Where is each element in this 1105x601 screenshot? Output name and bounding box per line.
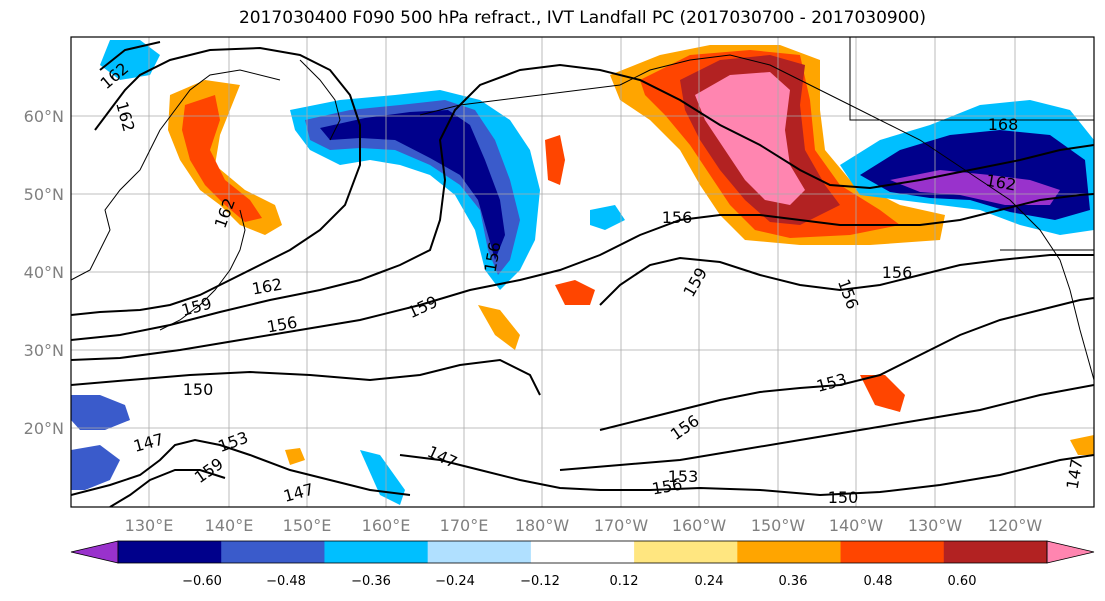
contour-label: 156 xyxy=(662,208,693,227)
contour-line xyxy=(99,41,161,71)
warm-anomaly-region xyxy=(182,95,262,222)
shading-layer xyxy=(71,40,1094,505)
colorbar-tick-label: −0.24 xyxy=(435,574,475,589)
contour-label: 156 xyxy=(882,263,913,282)
lon-label: 160°W xyxy=(672,516,727,535)
colorbar-segment xyxy=(840,541,945,563)
aleutian-coastline xyxy=(419,84,621,116)
lon-label: 160°E xyxy=(362,516,411,535)
cold-anomaly-region xyxy=(360,450,405,505)
colorbar-segment xyxy=(427,541,532,563)
lon-label: 130°W xyxy=(908,516,963,535)
lon-label: 180°W xyxy=(515,516,570,535)
colorbar-segment xyxy=(530,541,635,563)
colorbar-tick-label: −0.48 xyxy=(266,574,306,589)
lat-label: 60°N xyxy=(24,107,64,126)
colorbar-outline xyxy=(117,540,1048,564)
colorbar-segments xyxy=(118,541,1048,563)
map-frame xyxy=(70,36,1095,508)
contour-line xyxy=(71,438,411,496)
colorbar-segment xyxy=(221,541,325,563)
lat-label: 30°N xyxy=(24,341,64,360)
warm-anomaly-region xyxy=(860,375,905,412)
cold-anomaly-region xyxy=(71,445,120,490)
colorbar: −0.60 −0.48 −0.36 −0.24 −0.12 0.12 0.24 … xyxy=(70,540,1095,589)
colorbar-tick-label: −0.36 xyxy=(351,574,391,589)
colorbar-segment xyxy=(943,541,1048,563)
colorbar-tick-label: −0.60 xyxy=(182,574,222,589)
colorbar-tick-label: 0.36 xyxy=(779,574,808,589)
contour-label: 150 xyxy=(828,488,859,507)
colorbar-low-arrow xyxy=(70,540,119,564)
lon-label: 140°E xyxy=(205,516,254,535)
cold-anomaly-region xyxy=(890,170,1060,205)
colorbar-tick-label: 0.12 xyxy=(610,574,639,589)
colorbar-tick-label: 0.24 xyxy=(695,574,724,589)
colorbar-tick-labels: −0.60 −0.48 −0.36 −0.24 −0.12 0.12 0.24 … xyxy=(182,574,976,589)
lon-label: 140°W xyxy=(829,516,884,535)
lon-label: 150°W xyxy=(751,516,806,535)
colorbar-high-arrow xyxy=(1046,540,1095,564)
lat-label: 50°N xyxy=(24,185,64,204)
lat-label: 20°N xyxy=(24,419,64,438)
lon-label: 170°E xyxy=(440,516,489,535)
colorbar-tick-label: 0.60 xyxy=(948,574,977,589)
warm-anomaly-region xyxy=(545,135,565,185)
asia-coastline xyxy=(71,69,281,281)
lon-label: 130°E xyxy=(125,516,174,535)
cold-anomaly-region xyxy=(320,110,505,260)
contour-line xyxy=(559,384,1094,471)
alaska-coastline xyxy=(619,54,1094,381)
warm-anomaly-region xyxy=(478,305,520,350)
colorbar-segment xyxy=(118,541,222,563)
colorbar-segment xyxy=(324,541,429,563)
warm-anomaly-region xyxy=(285,448,305,465)
height-contours xyxy=(71,41,1094,507)
lon-label: 120°W xyxy=(988,516,1043,535)
cold-anomaly-region xyxy=(590,205,625,230)
cold-anomaly-region xyxy=(100,40,160,80)
kamchatka-coastline xyxy=(299,59,341,141)
contour-label: 168 xyxy=(988,115,1019,134)
map-title: 2017030400 F090 500 hPa refract., IVT La… xyxy=(238,8,926,28)
contour-line xyxy=(109,469,226,507)
warm-anomaly-region xyxy=(555,280,595,305)
contour-line xyxy=(399,454,1094,497)
colorbar-segment xyxy=(737,541,842,563)
graticule xyxy=(71,37,1094,507)
lat-label: 40°N xyxy=(24,263,64,282)
contour-line xyxy=(71,358,541,396)
warm-anomaly-region xyxy=(695,72,805,205)
contour-line xyxy=(71,46,361,316)
longitude-labels: 130°E 140°E 150°E 160°E 170°E 180°W 170°… xyxy=(125,516,1043,535)
contour-line xyxy=(599,297,1094,431)
colorbar-tick-label: −0.12 xyxy=(520,574,560,589)
contour-line xyxy=(599,254,1094,306)
west-canada-coastline xyxy=(849,37,1094,121)
warm-anomaly-region xyxy=(1070,435,1094,455)
contour-line xyxy=(71,63,1094,341)
colorbar-segment xyxy=(634,541,738,563)
lon-label: 150°E xyxy=(283,516,332,535)
colorbar-tick-label: 0.48 xyxy=(864,574,893,589)
contour-label: 153 xyxy=(668,467,699,486)
japan-coastline xyxy=(159,209,246,331)
cold-anomaly-region xyxy=(71,395,130,430)
lon-label: 170°W xyxy=(594,516,649,535)
latitude-labels: 60°N 50°N 40°N 30°N 20°N xyxy=(24,107,64,438)
coastlines xyxy=(71,37,1094,381)
contour-label: 150 xyxy=(183,380,214,399)
contour-line xyxy=(71,193,1094,361)
